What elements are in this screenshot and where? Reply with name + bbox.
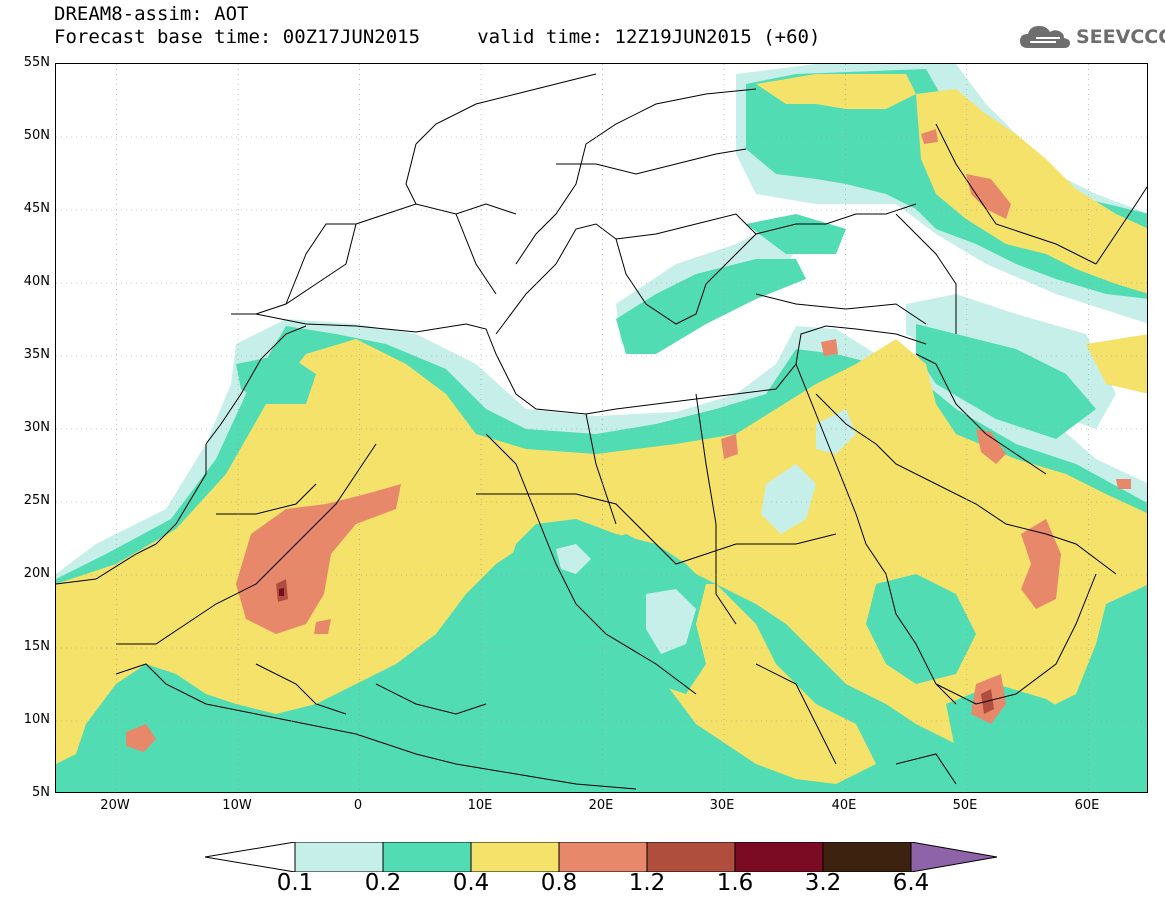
aot-band-0.4 <box>56 74 1147 784</box>
aot-colorbar <box>205 842 998 872</box>
colorbar-label-0.4: 0.4 <box>452 870 490 896</box>
lon-label-0: 0 <box>353 798 363 813</box>
lat-label-30n: 30N <box>23 420 50 435</box>
map-title: DREAM8-assim: AOT <box>54 3 249 25</box>
colorbar-swatch-6 <box>734 842 824 872</box>
colorbar-label-0.8: 0.8 <box>540 870 578 896</box>
lon-label-10e: 10E <box>467 798 493 813</box>
lon-label-50e: 50E <box>952 798 978 813</box>
cloud-icon <box>1020 26 1070 48</box>
logo-text: SEEVCCC <box>1076 26 1165 48</box>
lat-label-40n: 40N <box>23 274 50 289</box>
lat-label-25n: 25N <box>23 493 50 508</box>
colorbar-label-0.2: 0.2 <box>364 870 402 896</box>
colorbar-label-6.4: 6.4 <box>892 870 930 896</box>
colorbar-low-arrow <box>205 842 296 872</box>
lon-label-60e: 60E <box>1074 798 1100 813</box>
colorbar-swatch-5 <box>646 842 736 872</box>
aot-band-0.1-islands <box>556 409 856 654</box>
aot-band-0.8 <box>126 129 1131 752</box>
forecast-times: Forecast base time: 00Z17JUN2015 valid t… <box>54 26 821 48</box>
lat-label-20n: 20N <box>23 566 50 581</box>
aot-map <box>55 63 1148 793</box>
colorbar-label-1.2: 1.2 <box>628 870 666 896</box>
aot-band-1.6 <box>279 588 284 596</box>
coastlines <box>56 73 1147 790</box>
colorbar-swatch-3 <box>470 842 560 872</box>
lon-label-20e: 20E <box>588 798 614 813</box>
lat-label-50n: 50N <box>23 128 50 143</box>
lat-label-10n: 10N <box>23 712 50 727</box>
lat-label-45n: 45N <box>23 201 50 216</box>
colorbar-label-0.1: 0.1 <box>276 870 314 896</box>
colorbar-label-3.2: 3.2 <box>804 870 842 896</box>
graticule <box>56 64 1147 792</box>
lat-label-15n: 15N <box>23 639 50 654</box>
colorbar-swatch-2 <box>382 842 472 872</box>
lat-label-35n: 35N <box>23 347 50 362</box>
lat-label-55n: 55N <box>23 55 50 70</box>
lon-label-40e: 40E <box>831 798 857 813</box>
seevccc-logo: SEEVCCC <box>1018 22 1165 52</box>
colorbar-swatch-4 <box>558 842 648 872</box>
colorbar-swatch-7 <box>822 842 912 872</box>
aot-map-canvas <box>56 64 1147 792</box>
lat-label-5n: 5N <box>32 785 50 800</box>
colorbar-label-1.6: 1.6 <box>716 870 754 896</box>
lon-label-10w: 10W <box>222 798 252 813</box>
colorbar-swatch-1 <box>294 842 384 872</box>
colorbar-high-arrow <box>910 842 998 872</box>
lon-label-20w: 20W <box>100 798 130 813</box>
lon-label-30e: 30E <box>709 798 735 813</box>
